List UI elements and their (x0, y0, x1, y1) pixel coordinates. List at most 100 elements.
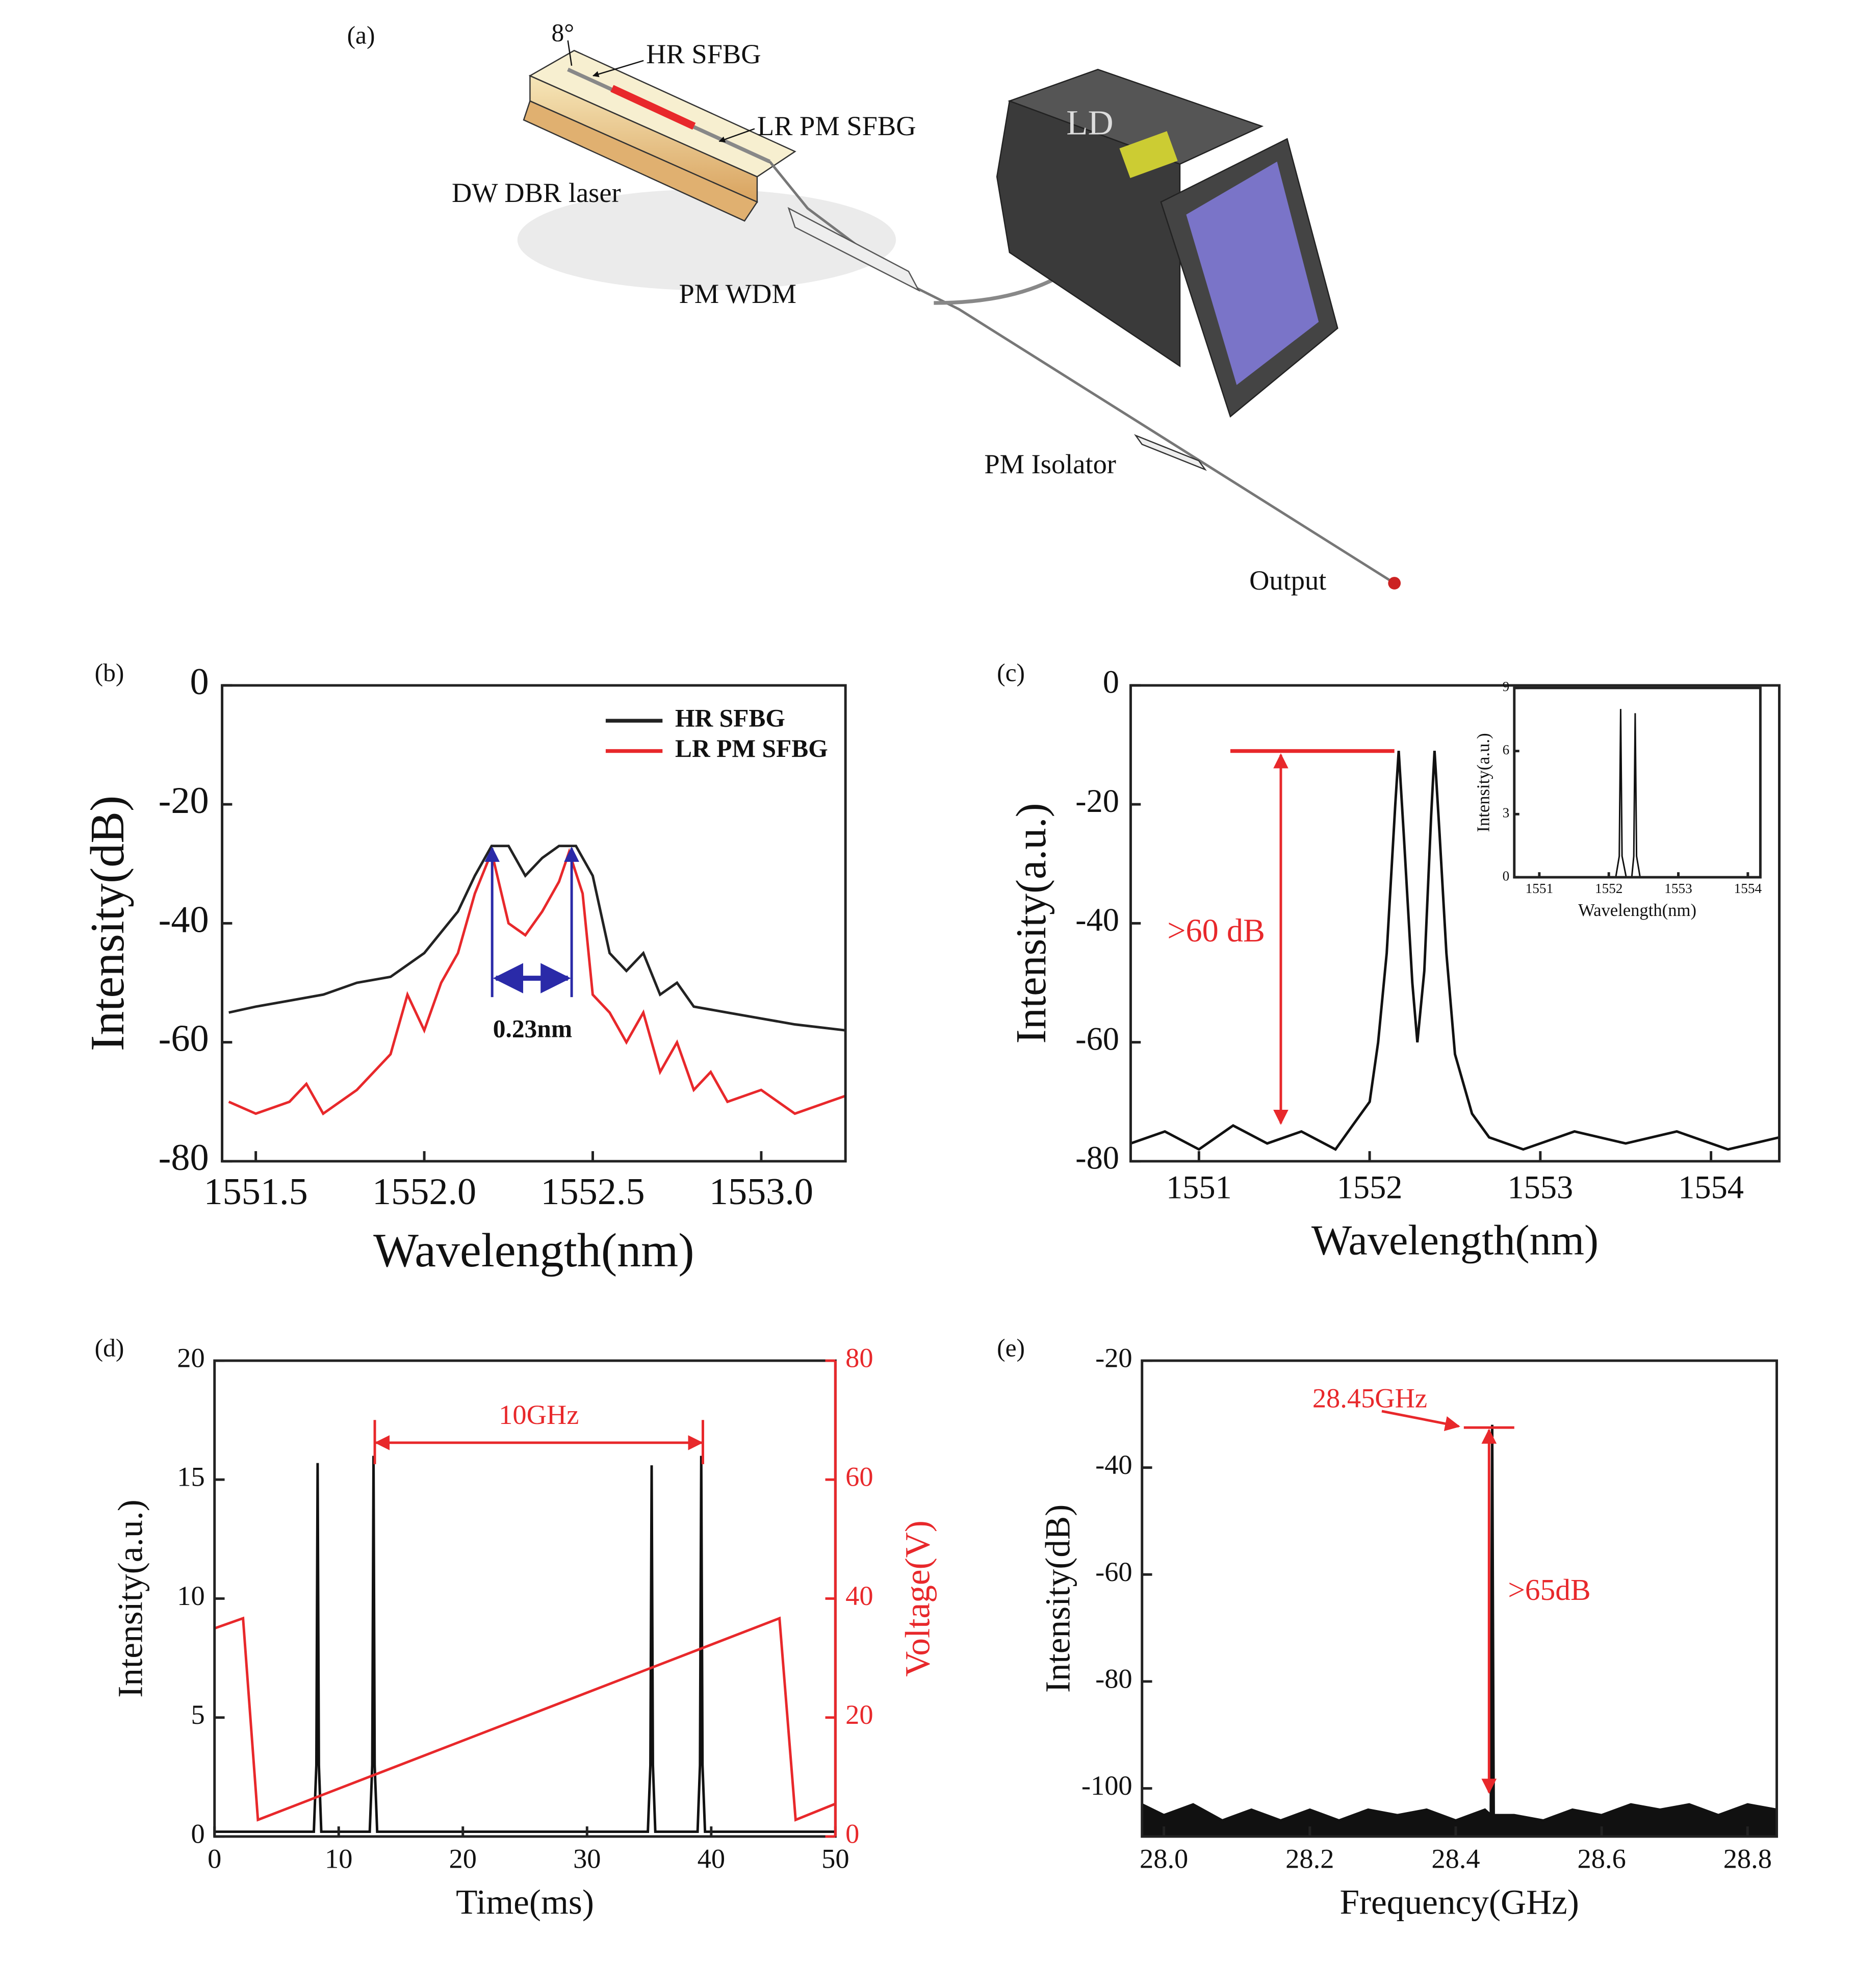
x-tick-label: 50 (821, 1843, 849, 1874)
y-tick-label: 6 (1503, 742, 1510, 757)
x-axis-label: Wavelength(nm) (373, 1224, 694, 1277)
legend-label: LR PM SFBG (675, 734, 828, 762)
x-tick-label: 1553 (1664, 881, 1692, 896)
x-tick-label: 1554 (1734, 881, 1762, 896)
part-label: LR PM SFBG (757, 110, 916, 141)
y-tick-label: 9 (1503, 679, 1510, 694)
series-line (1130, 750, 1780, 1151)
x-axis-label: Wavelength(nm) (1578, 901, 1696, 920)
panel-label: (e) (997, 1334, 1025, 1362)
part-label: PM WDM (679, 278, 796, 309)
part-label: HR SFBG (646, 38, 761, 69)
y2-tick-label: 0 (845, 1818, 859, 1849)
y-tick-label: 15 (177, 1461, 204, 1492)
pointer (718, 128, 755, 143)
x-tick-label: 28.6 (1578, 1843, 1626, 1874)
x-tick-label: 1551.5 (204, 1171, 308, 1213)
y-axis-label: Intensity(a.u.) (111, 1499, 150, 1698)
x-tick-label: 1552 (1595, 881, 1622, 896)
x-tick-label: 28.8 (1723, 1843, 1772, 1874)
x-tick-label: 1553 (1508, 1169, 1574, 1206)
y-tick-label: -60 (1095, 1556, 1132, 1587)
isolator (1133, 434, 1207, 471)
x-tick-label: 1552 (1337, 1169, 1403, 1206)
y-tick-label: -80 (1095, 1663, 1132, 1694)
x-tick-label: 28.2 (1285, 1843, 1334, 1874)
y-tick-label: 20 (177, 1342, 204, 1373)
x-tick-label: 40 (698, 1843, 725, 1874)
y-tick-label: 0 (191, 1818, 204, 1849)
x-axis-label: Time(ms) (456, 1882, 594, 1921)
plot-frame (213, 1359, 837, 1838)
series-line (214, 1616, 836, 1822)
x-tick-label: 1551 (1526, 881, 1553, 896)
series-line (228, 848, 846, 1116)
angle-label: 8° (552, 19, 575, 47)
y-axis-label: Intensity(dB) (1038, 1505, 1077, 1693)
annotation: 28.45GHz (1312, 1383, 1427, 1414)
y2-tick-label: 80 (845, 1342, 873, 1373)
x-tick-label: 0 (208, 1843, 221, 1874)
grating (610, 85, 696, 130)
y-tick-label: 5 (191, 1699, 204, 1730)
diagram: (a) 8° HR SFBG LR PM SFBG DW DBR laser P… (347, 19, 1401, 596)
series-area (1142, 1424, 1777, 1837)
plot-frame (1513, 686, 1762, 879)
x-tick-label: 10 (325, 1843, 352, 1874)
part-label: Output (1249, 565, 1326, 596)
y-tick-label: -40 (1075, 902, 1119, 938)
y-axis-label: Intensity(a.u.) (1474, 733, 1493, 832)
angle-mark (567, 40, 573, 66)
panel-label: (c) (997, 658, 1025, 686)
legend-label: HR SFBG (675, 704, 785, 732)
y2-tick-label: 40 (845, 1580, 873, 1611)
inset-background (1514, 687, 1761, 878)
plot-frame (1129, 684, 1781, 1163)
annotation: >65dB (1508, 1573, 1590, 1607)
plot-frame (1141, 1359, 1779, 1838)
x-axis-label: Wavelength(nm) (1311, 1216, 1599, 1264)
part-label: LD (1066, 103, 1113, 142)
output-end (1388, 577, 1401, 590)
ld-chip (1119, 131, 1178, 179)
x-tick-label: 1553.0 (709, 1171, 813, 1213)
y-tick-label: 0 (190, 661, 209, 703)
wdm (787, 207, 920, 292)
y-tick-label: -80 (159, 1137, 209, 1179)
series-line (228, 845, 846, 1032)
y-tick-label: -20 (1075, 783, 1119, 819)
ld-screen (1186, 161, 1319, 385)
y2-tick-label: 60 (845, 1461, 873, 1492)
series-line (1141, 1424, 1777, 1822)
y-tick-label: 10 (177, 1580, 204, 1611)
y-tick-label: -60 (159, 1018, 209, 1060)
x-tick-label: 28.4 (1431, 1843, 1480, 1874)
x-tick-label: 20 (449, 1843, 477, 1874)
x-tick-label: 1551 (1166, 1169, 1232, 1206)
x-tick-label: 28.0 (1140, 1843, 1188, 1874)
y-tick-label: -40 (159, 899, 209, 940)
pointer (592, 60, 644, 78)
x-tick-label: 30 (573, 1843, 601, 1874)
panel-label: (a) (347, 21, 375, 49)
y-tick-label: -80 (1075, 1140, 1119, 1176)
y-axis-label: Intensity(dB) (81, 796, 134, 1051)
y2-tick-label: 20 (845, 1699, 873, 1730)
x-tick-label: 1554 (1678, 1169, 1744, 1206)
panel-label: (b) (95, 658, 124, 686)
annotation: >60 dB (1167, 912, 1265, 949)
part-label: DW DBR laser (452, 177, 621, 208)
annotation: 10GHz (499, 1399, 579, 1430)
y-tick-label: -20 (159, 780, 209, 822)
y2-axis-label: Voltage(V) (898, 1520, 937, 1677)
y-axis-label: Intensity(a.u.) (1008, 803, 1055, 1043)
series-line (214, 1456, 836, 1833)
arrow (1381, 1410, 1460, 1432)
y-tick-label: -40 (1095, 1449, 1132, 1480)
panel-label: (d) (95, 1334, 124, 1362)
y-tick-label: 3 (1503, 805, 1510, 821)
x-axis-label: Frequency(GHz) (1339, 1882, 1579, 1921)
x-tick-label: 1552.0 (372, 1171, 476, 1213)
x-tick-label: 1552.5 (540, 1171, 645, 1213)
